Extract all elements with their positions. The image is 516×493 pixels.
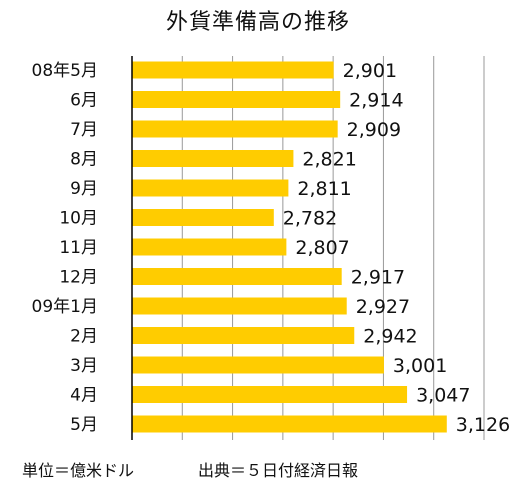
category-label: 9月: [70, 179, 98, 199]
category-label: 6月: [70, 91, 98, 111]
bar: [132, 327, 355, 344]
bar: [132, 297, 347, 315]
category-label: 2月: [70, 327, 98, 347]
category-label: 08年5月: [32, 61, 98, 81]
unit-note: 単位＝億米ドル: [22, 461, 135, 480]
value-label: 2,927: [356, 296, 410, 318]
category-label: 3月: [70, 356, 98, 376]
category-label: 09年1月: [32, 297, 98, 317]
chart-title: 外貨準備高の推移: [165, 10, 350, 35]
bar: [132, 150, 294, 167]
value-label: 2,917: [351, 267, 405, 289]
value-label: 2,901: [343, 60, 397, 82]
value-label: 2,942: [363, 326, 417, 348]
category-labels: 08年5月 6月 7月 8月 9月 10月 11月 12月 09年1月 2月 3月 4月 5月: [32, 61, 98, 435]
category-label: 8月: [70, 150, 98, 170]
bar: [132, 415, 447, 433]
value-label: 2,807: [295, 237, 349, 259]
bar: [132, 61, 334, 79]
value-labels: 2,901 2,914 2,909 2,821 2,811 2,782 2,8072,917…: [283, 60, 510, 436]
category-label: 11月: [59, 238, 98, 258]
category-label: 10月: [59, 209, 98, 229]
bar: [132, 238, 287, 256]
value-label: 2,782: [283, 208, 337, 230]
value-label: 3,126: [456, 414, 510, 436]
bar: [132, 179, 289, 197]
value-label: 2,914: [349, 90, 403, 112]
bar: [132, 120, 338, 138]
value-label: 2,821: [302, 149, 356, 171]
category-label: 4月: [70, 386, 98, 406]
category-label: 5月: [70, 415, 98, 435]
value-label: 2,909: [347, 119, 401, 141]
source-note: 出典＝５日付経済日報: [198, 461, 359, 480]
bar: [132, 268, 342, 285]
value-label: 3,047: [416, 385, 470, 407]
value-label: 2,811: [297, 178, 351, 200]
bar: [132, 91, 341, 108]
value-label: 3,001: [393, 355, 447, 377]
category-label: 7月: [70, 120, 98, 140]
bar: [132, 209, 274, 226]
category-label: 12月: [59, 268, 98, 288]
bar: [132, 386, 408, 403]
bar: [132, 356, 384, 374]
bars: [132, 61, 447, 433]
